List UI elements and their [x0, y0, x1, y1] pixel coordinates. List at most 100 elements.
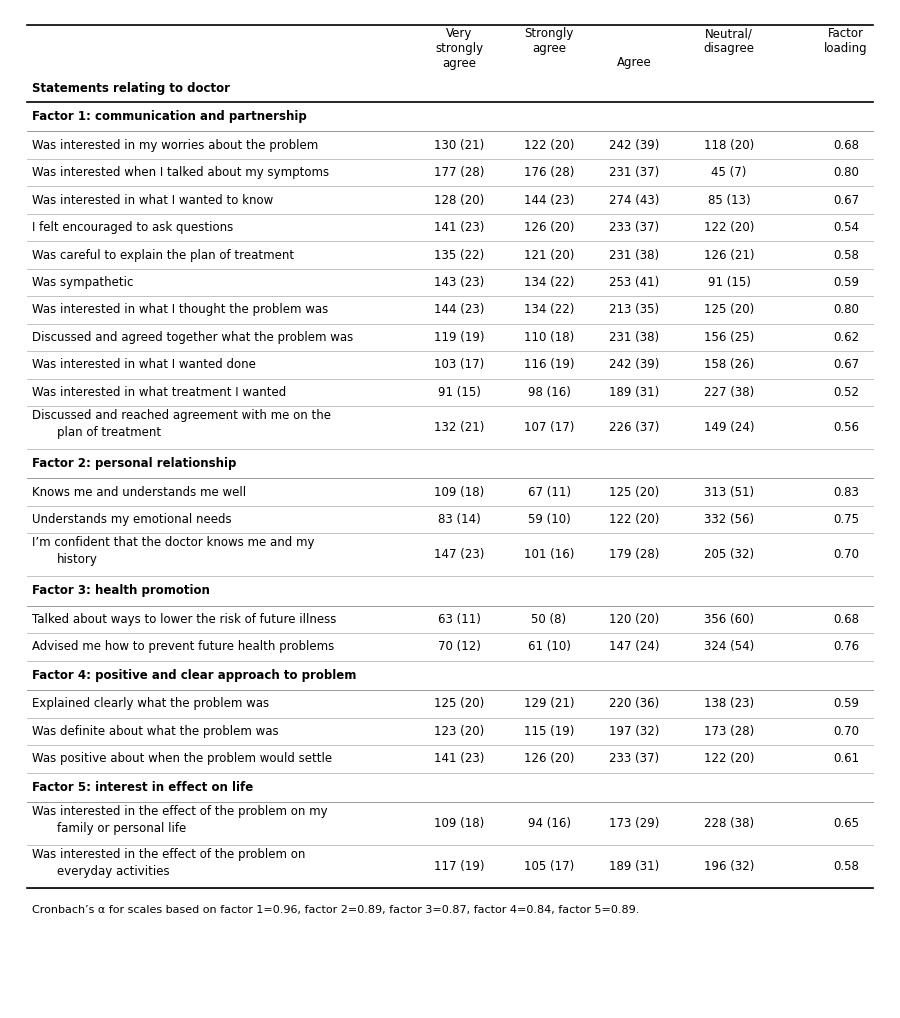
Text: 231 (38): 231 (38) [609, 248, 660, 262]
Text: 109 (18): 109 (18) [434, 817, 484, 830]
Text: 134 (22): 134 (22) [524, 303, 574, 317]
Text: 144 (23): 144 (23) [524, 193, 574, 207]
Text: Advised me how to prevent future health problems: Advised me how to prevent future health … [32, 640, 334, 654]
Text: 126 (20): 126 (20) [524, 752, 574, 766]
Text: 0.70: 0.70 [833, 725, 859, 738]
Text: 128 (20): 128 (20) [434, 193, 484, 207]
Text: 274 (43): 274 (43) [609, 193, 660, 207]
Text: 205 (32): 205 (32) [704, 549, 754, 561]
Text: 313 (51): 313 (51) [704, 486, 754, 499]
Text: 0.75: 0.75 [833, 513, 859, 526]
Text: 0.80: 0.80 [833, 166, 859, 179]
Text: 0.67: 0.67 [832, 358, 859, 372]
Text: Factor 2: personal relationship: Factor 2: personal relationship [32, 457, 236, 470]
Text: Very
strongly
agree: Very strongly agree [435, 27, 483, 70]
Text: 115 (19): 115 (19) [524, 725, 574, 738]
Text: 141 (23): 141 (23) [434, 752, 484, 766]
Text: 0.80: 0.80 [833, 303, 859, 317]
Text: Was interested in what treatment I wanted: Was interested in what treatment I wante… [32, 386, 286, 399]
Text: Statements relating to doctor: Statements relating to doctor [32, 81, 230, 95]
Text: Was interested in the effect of the problem on: Was interested in the effect of the prob… [32, 848, 305, 861]
Text: 144 (23): 144 (23) [434, 303, 484, 317]
Text: 103 (17): 103 (17) [434, 358, 484, 372]
Text: 143 (23): 143 (23) [434, 276, 484, 289]
Text: 149 (24): 149 (24) [704, 421, 754, 434]
Text: plan of treatment: plan of treatment [57, 427, 161, 439]
Text: 179 (28): 179 (28) [609, 549, 660, 561]
Text: Was sympathetic: Was sympathetic [32, 276, 133, 289]
Text: 0.68: 0.68 [833, 138, 859, 152]
Text: 122 (20): 122 (20) [609, 513, 660, 526]
Text: 125 (20): 125 (20) [609, 486, 660, 499]
Text: I’m confident that the doctor knows me and my: I’m confident that the doctor knows me a… [32, 536, 314, 550]
Text: 132 (21): 132 (21) [434, 421, 484, 434]
Text: 156 (25): 156 (25) [704, 331, 754, 344]
Text: Was careful to explain the plan of treatment: Was careful to explain the plan of treat… [32, 248, 293, 262]
Text: 233 (37): 233 (37) [609, 221, 660, 234]
Text: 83 (14): 83 (14) [437, 513, 481, 526]
Text: Was definite about what the problem was: Was definite about what the problem was [32, 725, 278, 738]
Text: 0.62: 0.62 [832, 331, 859, 344]
Text: 70 (12): 70 (12) [437, 640, 481, 654]
Text: 129 (21): 129 (21) [524, 697, 574, 711]
Text: Was interested in the effect of the problem on my: Was interested in the effect of the prob… [32, 805, 327, 818]
Text: family or personal life: family or personal life [57, 823, 186, 835]
Text: 0.58: 0.58 [833, 860, 859, 872]
Text: Factor 5: interest in effect on life: Factor 5: interest in effect on life [32, 781, 253, 794]
Text: 123 (20): 123 (20) [434, 725, 484, 738]
Text: 121 (20): 121 (20) [524, 248, 574, 262]
Text: 141 (23): 141 (23) [434, 221, 484, 234]
Text: 0.83: 0.83 [833, 486, 859, 499]
Text: 158 (26): 158 (26) [704, 358, 754, 372]
Text: 0.59: 0.59 [833, 276, 859, 289]
Text: 94 (16): 94 (16) [527, 817, 571, 830]
Text: 0.68: 0.68 [833, 613, 859, 626]
Text: Was positive about when the problem would settle: Was positive about when the problem woul… [32, 752, 331, 766]
Text: 50 (8): 50 (8) [531, 613, 567, 626]
Text: Was interested in my worries about the problem: Was interested in my worries about the p… [32, 138, 318, 152]
Text: Knows me and understands me well: Knows me and understands me well [32, 486, 246, 499]
Text: Strongly
agree: Strongly agree [525, 27, 573, 56]
Text: 126 (20): 126 (20) [524, 221, 574, 234]
Text: 0.61: 0.61 [832, 752, 859, 766]
Text: 135 (22): 135 (22) [434, 248, 484, 262]
Text: 356 (60): 356 (60) [704, 613, 754, 626]
Text: 197 (32): 197 (32) [609, 725, 660, 738]
Text: 105 (17): 105 (17) [524, 860, 574, 872]
Text: 189 (31): 189 (31) [609, 386, 660, 399]
Text: Was interested in what I thought the problem was: Was interested in what I thought the pro… [32, 303, 328, 317]
Text: 231 (38): 231 (38) [609, 331, 660, 344]
Text: Factor 3: health promotion: Factor 3: health promotion [32, 584, 210, 598]
Text: Neutral/
disagree: Neutral/ disagree [704, 27, 754, 56]
Text: 0.56: 0.56 [833, 421, 859, 434]
Text: 0.67: 0.67 [832, 193, 859, 207]
Text: Was interested in what I wanted to know: Was interested in what I wanted to know [32, 193, 273, 207]
Text: 324 (54): 324 (54) [704, 640, 754, 654]
Text: 0.52: 0.52 [833, 386, 859, 399]
Text: 0.65: 0.65 [833, 817, 859, 830]
Text: 126 (21): 126 (21) [704, 248, 754, 262]
Text: 332 (56): 332 (56) [704, 513, 754, 526]
Text: 226 (37): 226 (37) [609, 421, 660, 434]
Text: 227 (38): 227 (38) [704, 386, 754, 399]
Text: everyday activities: everyday activities [57, 865, 169, 878]
Text: Factor 4: positive and clear approach to problem: Factor 4: positive and clear approach to… [32, 669, 356, 682]
Text: 125 (20): 125 (20) [704, 303, 754, 317]
Text: Factor
loading: Factor loading [824, 27, 868, 56]
Text: 122 (20): 122 (20) [704, 752, 754, 766]
Text: Explained clearly what the problem was: Explained clearly what the problem was [32, 697, 268, 711]
Text: 0.58: 0.58 [833, 248, 859, 262]
Text: Discussed and reached agreement with me on the: Discussed and reached agreement with me … [32, 409, 330, 422]
Text: 118 (20): 118 (20) [704, 138, 754, 152]
Text: 0.76: 0.76 [832, 640, 859, 654]
Text: 110 (18): 110 (18) [524, 331, 574, 344]
Text: Discussed and agreed together what the problem was: Discussed and agreed together what the p… [32, 331, 353, 344]
Text: 116 (19): 116 (19) [524, 358, 574, 372]
Text: 242 (39): 242 (39) [609, 358, 660, 372]
Text: Understands my emotional needs: Understands my emotional needs [32, 513, 231, 526]
Text: 85 (13): 85 (13) [707, 193, 751, 207]
Text: 120 (20): 120 (20) [609, 613, 660, 626]
Text: 63 (11): 63 (11) [437, 613, 481, 626]
Text: 147 (24): 147 (24) [609, 640, 660, 654]
Text: Was interested when I talked about my symptoms: Was interested when I talked about my sy… [32, 166, 328, 179]
